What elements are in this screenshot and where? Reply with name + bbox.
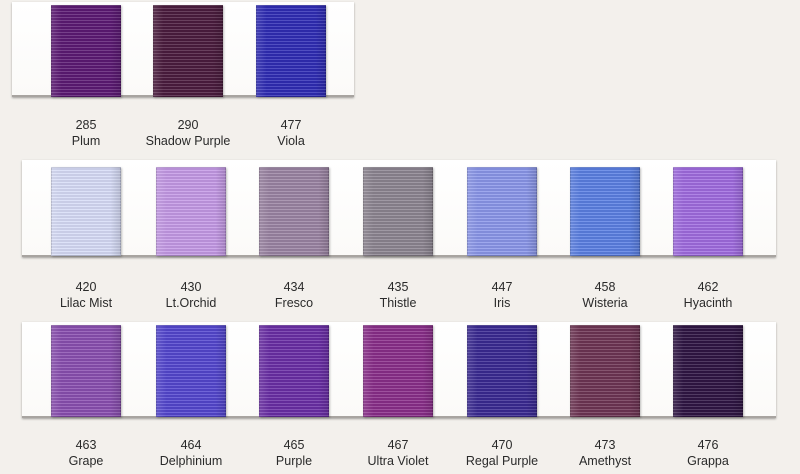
ribbon-swatch-464 bbox=[156, 325, 226, 417]
color-code: 476 bbox=[697, 438, 719, 452]
color-code: 462 bbox=[697, 280, 719, 294]
color-name: Shadow Purple bbox=[145, 134, 231, 148]
color-code: 458 bbox=[594, 280, 616, 294]
color-name: Amethyst bbox=[578, 454, 632, 468]
swatch-label-434: 434 Fresco bbox=[239, 279, 349, 311]
ribbon-swatch-465 bbox=[259, 325, 329, 417]
swatch-label-285: 285 Plum bbox=[31, 117, 141, 149]
swatch-label-467: 467 Ultra Violet bbox=[343, 437, 453, 469]
ribbon-swatch-473 bbox=[570, 325, 640, 417]
color-name: Lt.Orchid bbox=[165, 296, 217, 310]
swatch-label-463: 463 Grape bbox=[31, 437, 141, 469]
swatch-label-462: 462 Hyacinth bbox=[653, 279, 763, 311]
color-name: Fresco bbox=[274, 296, 314, 310]
swatch-label-430: 430 Lt.Orchid bbox=[136, 279, 246, 311]
color-code: 463 bbox=[75, 438, 97, 452]
color-code: 447 bbox=[491, 280, 513, 294]
ribbon-swatch-477 bbox=[256, 5, 326, 97]
swatch-label-476: 476 Grappa bbox=[653, 437, 763, 469]
color-name: Viola bbox=[277, 134, 305, 148]
ribbon-swatch-435 bbox=[363, 167, 433, 256]
color-name: Lilac Mist bbox=[59, 296, 113, 310]
swatch-label-465: 465 Purple bbox=[239, 437, 349, 469]
color-name: Delphinium bbox=[159, 454, 223, 468]
color-name: Wisteria bbox=[582, 296, 628, 310]
color-code: 420 bbox=[75, 280, 97, 294]
ribbon-swatch-447 bbox=[467, 167, 537, 256]
ribbon-swatch-430 bbox=[156, 167, 226, 256]
color-code: 435 bbox=[387, 280, 409, 294]
color-code: 285 bbox=[75, 118, 97, 132]
ribbon-swatch-463 bbox=[51, 325, 121, 417]
color-name: Iris bbox=[493, 296, 511, 310]
color-code: 464 bbox=[180, 438, 202, 452]
ribbon-swatch-462 bbox=[673, 167, 743, 256]
ribbon-swatch-434 bbox=[259, 167, 329, 256]
color-code: 473 bbox=[594, 438, 616, 452]
color-code: 467 bbox=[387, 438, 409, 452]
color-code: 477 bbox=[280, 118, 302, 132]
color-code: 465 bbox=[283, 438, 305, 452]
ribbon-swatch-476 bbox=[673, 325, 743, 417]
swatch-label-458: 458 Wisteria bbox=[550, 279, 660, 311]
swatch-label-477: 477 Viola bbox=[236, 117, 346, 149]
swatch-label-464: 464 Delphinium bbox=[136, 437, 246, 469]
swatch-label-290: 290 Shadow Purple bbox=[133, 117, 243, 149]
swatch-label-473: 473 Amethyst bbox=[550, 437, 660, 469]
swatch-label-447: 447 Iris bbox=[447, 279, 557, 311]
swatch-label-420: 420 Lilac Mist bbox=[31, 279, 141, 311]
ribbon-swatch-467 bbox=[363, 325, 433, 417]
color-name: Hyacinth bbox=[683, 296, 733, 310]
color-code: 290 bbox=[177, 118, 199, 132]
color-code: 434 bbox=[283, 280, 305, 294]
color-name: Purple bbox=[275, 454, 313, 468]
color-name: Plum bbox=[71, 134, 101, 148]
color-name: Ultra Violet bbox=[367, 454, 429, 468]
swatch-label-435: 435 Thistle bbox=[343, 279, 453, 311]
swatch-label-470: 470 Regal Purple bbox=[447, 437, 557, 469]
color-name: Grappa bbox=[687, 454, 729, 468]
color-code: 430 bbox=[180, 280, 202, 294]
ribbon-swatch-290 bbox=[153, 5, 223, 97]
ribbon-swatch-470 bbox=[467, 325, 537, 417]
color-name: Regal Purple bbox=[465, 454, 539, 468]
color-name: Grape bbox=[68, 454, 104, 468]
ribbon-swatch-420 bbox=[51, 167, 121, 256]
color-code: 470 bbox=[491, 438, 513, 452]
ribbon-swatch-285 bbox=[51, 5, 121, 97]
ribbon-swatch-458 bbox=[570, 167, 640, 256]
color-name: Thistle bbox=[379, 296, 417, 310]
